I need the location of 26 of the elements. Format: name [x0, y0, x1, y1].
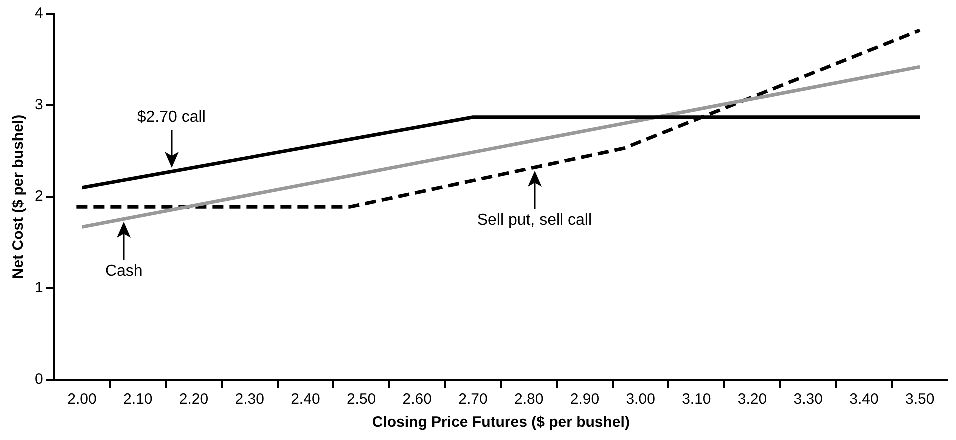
x-tick-label: 2.60: [402, 391, 432, 408]
x-tick-label: 3.20: [738, 391, 768, 408]
x-tick-label: 3.30: [794, 391, 823, 408]
x-tick-label: 2.30: [235, 391, 264, 408]
x-tick-label: 2.40: [291, 391, 320, 408]
x-tick-label: 3.40: [850, 391, 879, 408]
annotation: Cash: [105, 262, 143, 281]
x-axis-title: Closing Price Futures ($ per bushel): [372, 414, 630, 432]
annotation: $2.70 call: [137, 109, 206, 128]
x-tick-label: 2.10: [124, 391, 153, 408]
x-tick-label: 2.50: [346, 391, 376, 408]
y-tick-label: 2: [35, 188, 44, 206]
x-tick-label: 2.90: [570, 391, 600, 408]
y-tick-label: 1: [35, 280, 44, 297]
x-tick-label: 2.20: [179, 391, 209, 408]
x-tick-label: 2.00: [68, 391, 97, 408]
y-tick-label: 3: [35, 96, 44, 114]
y-axis-title: Net Cost ($ per bushel): [10, 114, 28, 280]
x-tick-label: 3.50: [905, 391, 935, 408]
annotation: Sell put, sell call: [477, 212, 592, 230]
y-tick-label: 4: [35, 5, 44, 22]
x-tick-label: 3.00: [626, 391, 656, 408]
y-tick-label: 0: [35, 371, 44, 388]
x-tick-label: 3.10: [682, 391, 712, 408]
x-tick-label: 2.80: [514, 391, 544, 408]
x-tick-label: 2.70: [458, 391, 488, 408]
